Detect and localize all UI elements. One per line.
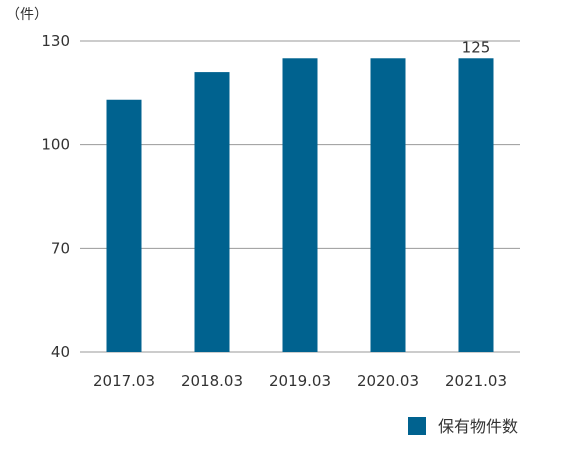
data-labels: 125: [462, 38, 491, 56]
x-tick-label: 2017.03: [93, 372, 155, 390]
y-tick-label: 130: [41, 32, 70, 50]
y-axis-unit-label: （件）: [6, 7, 48, 23]
bar: [282, 58, 318, 353]
bar: [370, 58, 406, 353]
x-axis-ticks: 2017.03 2018.03 2019.03 2020.03 2021.03: [93, 372, 507, 390]
y-tick-label: 100: [41, 136, 70, 154]
legend-swatch-icon: [408, 417, 426, 435]
bar: [458, 58, 494, 353]
x-tick-label: 2018.03: [181, 372, 243, 390]
legend: 保有物件数: [408, 417, 518, 436]
y-tick-label: 40: [51, 343, 70, 361]
x-tick-label: 2020.03: [357, 372, 419, 390]
y-axis-ticks: 40 70 100 130: [41, 32, 70, 361]
x-tick-label: 2019.03: [269, 372, 331, 390]
bars: [106, 58, 494, 353]
data-label: 125: [462, 38, 491, 56]
y-tick-label: 70: [51, 239, 70, 257]
bar: [194, 72, 230, 352]
bar: [106, 99, 142, 352]
legend-label: 保有物件数: [438, 417, 518, 436]
x-tick-label: 2021.03: [445, 372, 507, 390]
